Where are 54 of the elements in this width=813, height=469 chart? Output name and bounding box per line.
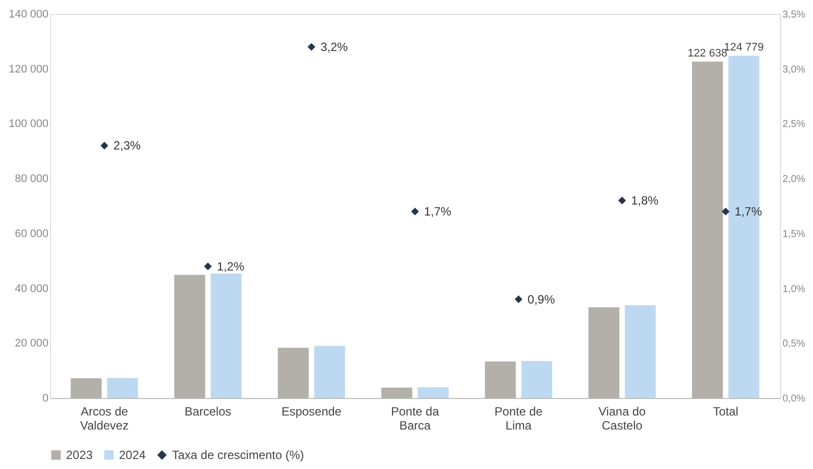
y2-tick-label: 1,0% xyxy=(782,284,806,295)
bar xyxy=(278,348,309,398)
data-label: 122 638 xyxy=(688,48,728,60)
bar xyxy=(107,378,138,398)
y2-tick-label: 3,5% xyxy=(782,10,806,20)
point xyxy=(100,142,108,150)
y-tick-label: 140 000 xyxy=(8,8,48,20)
y-tick-label: 20 000 xyxy=(14,338,48,350)
point xyxy=(411,208,419,216)
data-label: 1,7% xyxy=(734,204,762,218)
bar xyxy=(174,274,206,398)
y2-tick-label: 0,0% xyxy=(782,394,806,404)
bar xyxy=(624,305,656,398)
y2-tick-label: 2,5% xyxy=(782,119,806,130)
data-label: 3,2% xyxy=(320,40,348,54)
bar xyxy=(210,273,242,398)
y2-tick-label: 2,0% xyxy=(782,174,806,186)
legend-label: 2024 xyxy=(119,448,146,462)
x-tick-label: Arcos de Valdevez xyxy=(80,404,129,432)
x-tick-label: Ponte de Lima xyxy=(494,404,543,432)
data-label: 1,8% xyxy=(631,194,659,208)
y2-tick-label: 3,0% xyxy=(782,64,806,76)
y-tick-label: 80 000 xyxy=(14,173,48,186)
legend-label: Taxa de crescimento (%) xyxy=(172,448,304,462)
y-tick-label: 60 000 xyxy=(14,228,48,240)
bar xyxy=(314,346,346,398)
bar xyxy=(692,62,723,398)
bar xyxy=(484,362,516,398)
legend-label: 2023 xyxy=(66,448,94,462)
bar xyxy=(70,378,102,398)
point xyxy=(308,43,316,51)
y-tick-label: 100 000 xyxy=(8,118,48,130)
x-tick-label: Ponte da Barca xyxy=(390,404,440,432)
y-tick-label: 0 xyxy=(42,392,48,404)
point xyxy=(618,196,626,204)
x-tick-label: Esposende xyxy=(281,404,342,418)
bar xyxy=(588,307,620,398)
x-tick-label: Barcelos xyxy=(184,404,232,418)
y2-tick-label: 0,5% xyxy=(782,338,806,350)
bar xyxy=(418,387,449,398)
x-tick-label: Viana do Castelo xyxy=(598,404,646,432)
data-label: 0,9% xyxy=(528,292,556,306)
x-tick-label: Total xyxy=(712,404,738,418)
data-label: 1,2% xyxy=(216,259,245,274)
point xyxy=(204,262,212,270)
y-tick-label: 120 000 xyxy=(8,63,48,76)
y-tick-label: 40 000 xyxy=(14,282,48,295)
point xyxy=(722,208,730,216)
data-label: 2,3% xyxy=(113,138,142,153)
data-label: 1,7% xyxy=(424,204,452,218)
point xyxy=(514,295,522,304)
bar xyxy=(521,360,552,398)
y2-tick-label: 1,5% xyxy=(782,228,806,240)
bar xyxy=(381,388,412,398)
